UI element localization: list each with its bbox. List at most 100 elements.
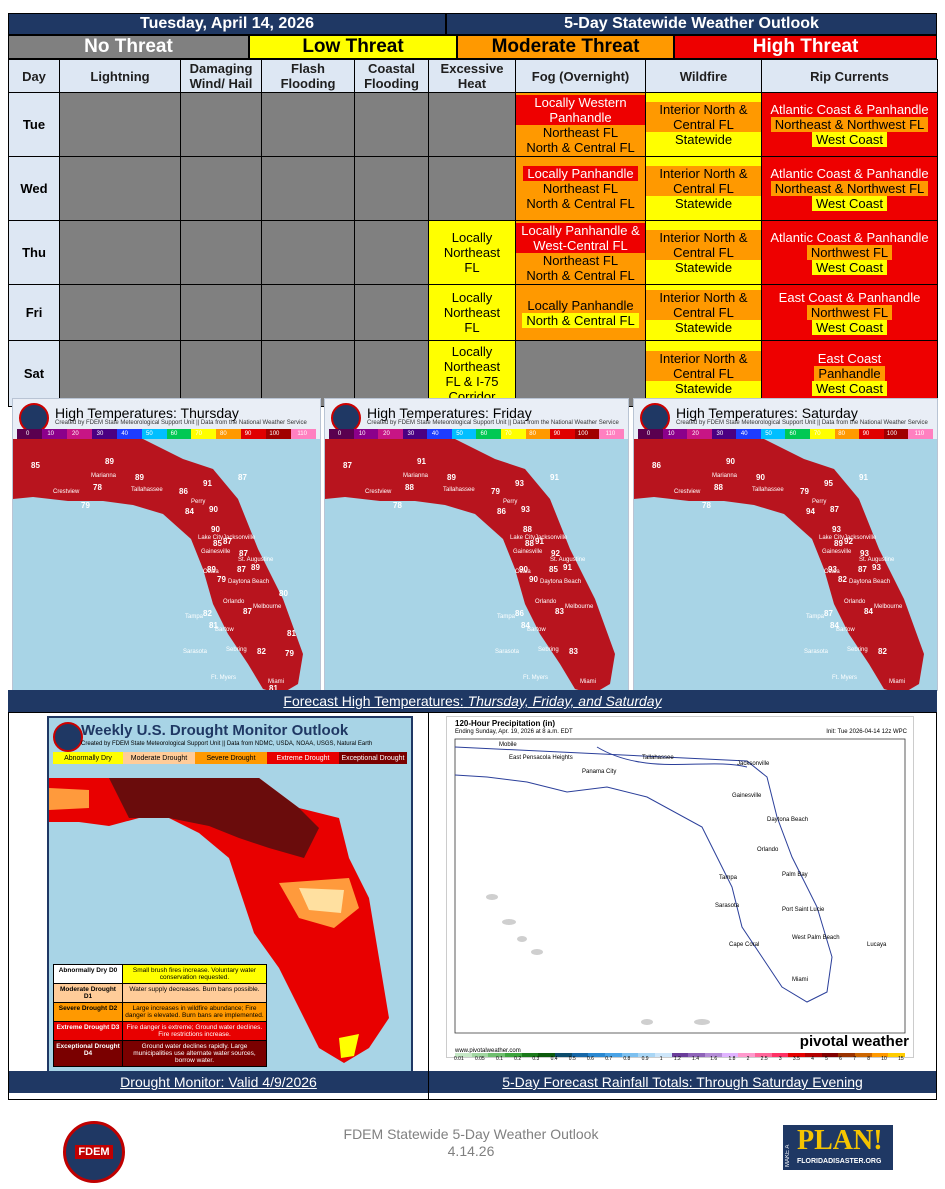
map-credit: Created by FDEM State Meteorological Sup…	[676, 420, 928, 426]
city-label: St. Augustine	[238, 557, 274, 563]
temp-scale-swatch	[451, 429, 477, 439]
rain-scale-swatch	[721, 1053, 739, 1057]
rip-current-cell-line: West Coast	[812, 132, 887, 147]
florida-shape	[13, 439, 303, 690]
drought-key-category: Extreme Drought D3	[54, 1022, 123, 1040]
temp-value: 87	[238, 473, 247, 482]
rain-city-label: Panama City	[582, 769, 617, 775]
florida-landmass	[13, 439, 303, 690]
city-label: Jacksonville	[535, 535, 568, 541]
no-threat-cell	[354, 220, 429, 285]
no-threat-cell	[354, 284, 429, 341]
fog-cell-line: Locally Western Panhandle	[516, 94, 645, 125]
rain-city-label: Tallahassee	[642, 755, 674, 761]
wildfire-cell: Interior North & Central FL Statewide	[645, 220, 762, 285]
map-ocean: Crestview Marianna Tallahassee Perry Lake Ci…	[634, 439, 937, 690]
map-title: High Temperatures: Thursday	[55, 405, 239, 421]
no-threat-cell	[261, 220, 355, 285]
temp-value: 91	[417, 457, 426, 466]
no-threat-cell	[59, 92, 181, 157]
no-threat-cell	[59, 156, 181, 221]
map-ocean: Crestview Marianna Tallahassee Perry Lake Ci…	[325, 439, 628, 690]
temp-scale-label: 30	[407, 431, 415, 437]
fog-cell-line: Locally Panhandle	[527, 297, 634, 313]
drought-key-description: Fire danger is extreme; Ground water dec…	[123, 1022, 266, 1040]
drought-key-description: Water supply decreases. Burn bans possib…	[123, 984, 266, 1002]
temp-scale-label: 20	[71, 431, 79, 437]
rain-scale-swatch	[488, 1053, 506, 1057]
city-label: Marianna	[712, 473, 738, 479]
city-label: Bartow	[215, 627, 234, 633]
temp-value: 87	[343, 461, 352, 470]
temp-scale-swatch	[550, 429, 575, 439]
temp-value: 90	[211, 525, 220, 534]
temp-scale-swatch	[266, 429, 292, 439]
city-label: Tallahassee	[752, 487, 784, 493]
table-header-row: Day Lightning Damaging Wind/ Hail Flash …	[8, 59, 938, 93]
temp-value: 88	[525, 539, 534, 548]
col-header: Coastal Flooding	[354, 59, 429, 93]
city-label: Gainesville	[822, 549, 852, 555]
rain-city-label: Tampa	[719, 875, 738, 881]
no-threat-cell	[59, 220, 181, 285]
temp-scale-labels: 0 10 20 30 40 50 60 70 80 90 100 110	[638, 429, 933, 439]
temp-scale-labels: 0 10 20 30 40 50 60 70 80 90 100 110	[329, 429, 624, 439]
temp-value: 85	[549, 565, 558, 574]
no-threat-cell	[428, 156, 516, 221]
rain-map-graphic	[454, 738, 906, 1034]
city-label: Daytona Beach	[849, 579, 891, 585]
rain-city-label: Orlando	[757, 847, 779, 853]
rain-scale-label: 3.5	[792, 1056, 800, 1062]
temp-value: 79	[81, 501, 90, 510]
wildfire-cell: Interior North & Central FL Statewide	[645, 156, 762, 221]
rain-city-label: East Pensacola Heights	[509, 755, 573, 761]
day-cell: Fri	[8, 284, 60, 341]
fog-cell: Locally Panhandle North & Central FL	[515, 284, 646, 341]
temp-scale-swatch	[687, 429, 712, 439]
rain-scale-label: 1.8	[728, 1056, 736, 1062]
temp-scale-swatch	[760, 429, 786, 439]
temp-value: 84	[185, 507, 194, 516]
temps-caption-prefix: Forecast High Temperatures:	[283, 693, 464, 709]
temp-value: 93	[828, 565, 837, 574]
rain-scale-label: 1	[659, 1056, 663, 1062]
rip-current-cell: East Coast & Panhandle Northwest FL West C…	[761, 284, 938, 341]
map-credit: Created by FDEM State Meteorological Sup…	[367, 420, 619, 426]
temp-scale-label: 90	[244, 431, 252, 437]
temp-value: 89	[135, 473, 144, 482]
rain-scale-label: 10	[881, 1056, 887, 1062]
footer-title: FDEM Statewide 5-Day Weather Outlook	[343, 1126, 599, 1142]
rain-scale-swatch	[871, 1053, 889, 1057]
city-label: Gainesville	[201, 549, 231, 555]
temp-value: 79	[285, 649, 294, 658]
city-label: Miami	[580, 679, 596, 685]
temp-value: 80	[279, 589, 288, 598]
rain-scale-label: 8	[867, 1056, 871, 1062]
temp-scale-label: 110	[605, 431, 616, 437]
rain-city-label: Sarasota	[715, 903, 740, 909]
rain-scale-label: 1.2	[673, 1056, 681, 1062]
temp-scale-swatch	[378, 429, 403, 439]
temp-value: 81	[269, 684, 278, 691]
pivotal-weather-logo: pivotal weather	[799, 1033, 909, 1050]
city-label: Perry	[812, 499, 827, 505]
temp-scale-label: 100	[577, 431, 588, 437]
rain-scale-swatch	[588, 1053, 606, 1057]
rip-current-cell: Atlantic Coast & Panhandle Northeast & No…	[761, 92, 938, 157]
temp-value: 79	[491, 487, 500, 496]
wildfire-cell-line: Statewide	[674, 320, 733, 335]
temp-value: 91	[550, 473, 559, 482]
temp-value: 85	[31, 461, 40, 470]
temp-value: 86	[515, 609, 524, 618]
temp-scale-label: 70	[813, 431, 821, 437]
temp-scale-label: 10	[47, 431, 54, 437]
city-label: Miami	[268, 679, 284, 685]
city-label: St. Augustine	[859, 557, 895, 563]
temp-scale-bar	[17, 429, 317, 439]
city-label: Daytona Beach	[540, 579, 582, 585]
drought-title: Weekly U.S. Drought Monitor Outlook	[81, 722, 349, 739]
rain-city-label: Port Saint Lucie	[782, 907, 825, 913]
drought-key-row: Abnormally Dry D0 Small brush fires incre…	[54, 965, 266, 984]
fog-cell-line: Northeast FL	[542, 124, 619, 140]
rain-scale-label: 0.7	[605, 1056, 613, 1062]
